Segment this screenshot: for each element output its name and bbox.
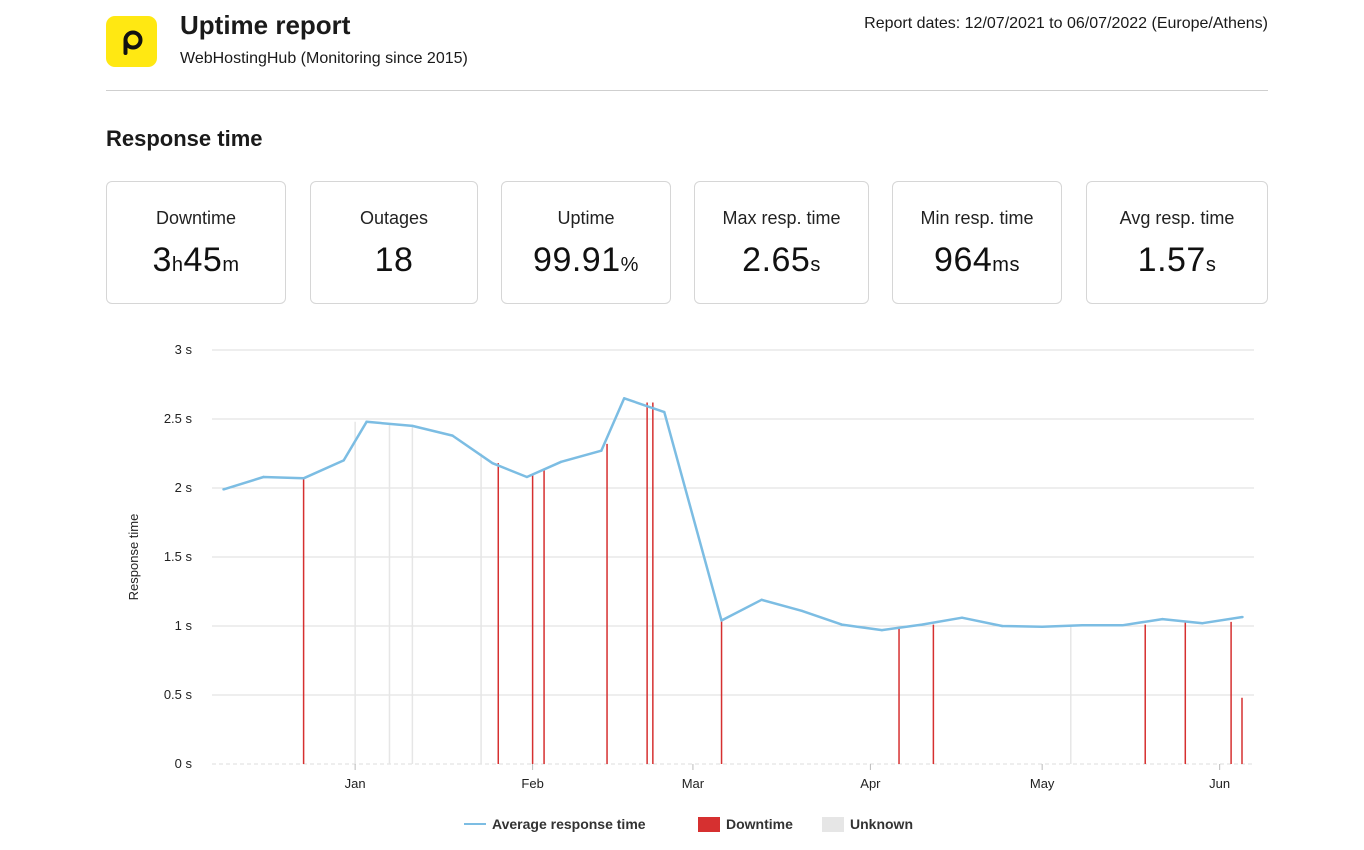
- series-line: [223, 397, 1243, 632]
- x-tick-label: Mar: [682, 776, 705, 791]
- stat-value: 18: [311, 241, 477, 280]
- stat-unit: s: [810, 254, 821, 276]
- stat-label: Downtime: [155, 208, 237, 228]
- x-tick-label: Jun: [1209, 776, 1230, 791]
- data-point: [342, 459, 345, 462]
- stat-value: 3h45m: [107, 241, 285, 280]
- stat-number: 99.91: [533, 241, 621, 279]
- stat-label: Max resp. time: [722, 208, 841, 228]
- data-point: [451, 434, 454, 437]
- data-point: [960, 616, 964, 619]
- stat-card-min-response: Min resp. time 964ms: [892, 181, 1062, 304]
- data-point: [1201, 622, 1204, 625]
- data-point: [663, 410, 666, 414]
- stat-number: 45: [183, 241, 223, 279]
- data-point: [623, 397, 626, 400]
- stat-unit: ms: [992, 254, 1020, 276]
- stat-unit: m: [222, 254, 240, 276]
- stat-label: Min resp. time: [920, 208, 1034, 228]
- section-title: Response time: [106, 126, 263, 151]
- data-point: [800, 609, 803, 613]
- y-tick-label: 2 s: [175, 480, 193, 495]
- data-point: [720, 619, 723, 622]
- data-point: [302, 477, 305, 480]
- stat-card-downtime: Downtime 3h45m: [106, 181, 286, 304]
- stat-unit: s: [1205, 254, 1217, 276]
- stat-label: Uptime: [557, 208, 615, 228]
- data-point: [1000, 624, 1004, 628]
- data-point: [1161, 617, 1164, 621]
- data-point: [880, 628, 884, 632]
- header-divider: [106, 90, 1268, 91]
- stat-card-avg-response: Avg resp. time 1.57s: [1086, 181, 1268, 304]
- data-point: [1241, 615, 1244, 619]
- p-logo-icon: [106, 16, 157, 67]
- legend-line-swatch: [464, 823, 486, 825]
- stat-card-max-response: Max resp. time 2.65s: [694, 181, 869, 304]
- stat-number: 3: [152, 241, 172, 279]
- legend-item-downtime[interactable]: Downtime: [698, 816, 793, 832]
- x-tick-label: Apr: [860, 776, 881, 791]
- data-point: [222, 488, 225, 491]
- data-point: [920, 623, 924, 626]
- stat-number: 1.57: [1137, 241, 1206, 279]
- data-point: [525, 475, 529, 479]
- data-point: [365, 420, 368, 423]
- chart-legend: Average response time Downtime Unknown: [0, 816, 1364, 838]
- y-tick-label: 2.5 s: [164, 411, 193, 426]
- y-tick-label: 1.5 s: [164, 549, 193, 564]
- page-subtitle: WebHostingHub (Monitoring since 2015): [180, 50, 468, 67]
- stat-card-uptime: Uptime 99.91%: [501, 181, 671, 304]
- data-point: [491, 461, 494, 465]
- legend-label: Unknown: [850, 816, 913, 832]
- y-tick-label: 3 s: [175, 342, 193, 357]
- x-tick-label: May: [1030, 776, 1055, 791]
- data-point: [411, 424, 414, 428]
- stat-value: 99.91%: [502, 241, 670, 280]
- y-tick-label: 0.5 s: [164, 687, 193, 702]
- stat-number: 18: [374, 241, 414, 279]
- legend-unknown-swatch: [822, 816, 844, 832]
- legend-item-unknown[interactable]: Unknown: [822, 816, 913, 832]
- y-tick-label: 1 s: [175, 618, 193, 633]
- stat-number: 964: [934, 241, 993, 279]
- y-tick-label: 0 s: [175, 756, 193, 771]
- stat-card-outages: Outages 18: [310, 181, 478, 304]
- legend-label: Downtime: [726, 816, 793, 832]
- stat-unit: %: [620, 254, 639, 276]
- legend-label: Average response time: [492, 816, 646, 832]
- data-point: [840, 623, 843, 626]
- stat-label: Outages: [359, 208, 429, 228]
- data-point: [262, 475, 265, 479]
- stat-number: 2.65: [742, 241, 811, 279]
- legend-downtime-swatch: [698, 816, 720, 832]
- stat-unit: h: [171, 254, 184, 276]
- stat-label: Avg resp. time: [1119, 208, 1235, 228]
- data-point: [1040, 625, 1044, 628]
- data-point: [1081, 624, 1084, 627]
- stat-value: 964ms: [893, 241, 1061, 280]
- stat-value: 1.57s: [1087, 241, 1267, 280]
- data-point: [600, 449, 603, 452]
- report-dates: Report dates: 12/07/2021 to 06/07/2022 (…: [864, 15, 1268, 32]
- data-point: [560, 460, 563, 463]
- stat-value: 2.65s: [695, 241, 868, 280]
- legend-item-average[interactable]: Average response time: [464, 816, 646, 832]
- x-tick-label: Feb: [521, 776, 543, 791]
- stat-cards: Downtime 3h45m Outages 18 Uptime 99.91% …: [106, 181, 1268, 306]
- y-axis-title: Response time: [126, 514, 141, 601]
- data-point: [1121, 624, 1124, 627]
- response-time-chart: 0 s 0.5 s 1 s 1.5 s 2 s 2.5 s 3 s Response time…: [126, 342, 1254, 791]
- page-title: Uptime report: [180, 10, 351, 40]
- data-point: [760, 598, 763, 601]
- x-tick-label: Jan: [345, 776, 366, 791]
